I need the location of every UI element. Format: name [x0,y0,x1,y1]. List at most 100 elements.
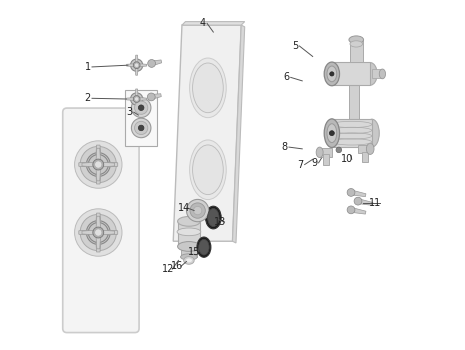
Text: 7: 7 [297,160,304,169]
Text: 4: 4 [200,18,206,28]
Polygon shape [126,64,133,66]
Circle shape [92,158,105,171]
Polygon shape [104,162,118,167]
Circle shape [134,97,139,101]
Circle shape [148,60,155,67]
Ellipse shape [177,228,201,236]
Polygon shape [151,60,162,66]
Circle shape [134,63,139,68]
Polygon shape [82,230,93,235]
Circle shape [131,59,143,71]
Circle shape [193,206,202,215]
Ellipse shape [327,66,337,82]
Polygon shape [173,25,241,241]
Polygon shape [351,208,366,214]
Circle shape [329,131,334,135]
Ellipse shape [365,119,379,147]
Ellipse shape [178,241,200,251]
Ellipse shape [379,69,385,79]
Text: 5: 5 [292,41,299,51]
Text: 8: 8 [282,142,288,152]
Text: 12: 12 [162,264,174,274]
Ellipse shape [324,119,339,147]
Ellipse shape [366,143,374,154]
Circle shape [147,93,155,101]
Circle shape [86,153,110,176]
Polygon shape [135,55,138,62]
Text: 11: 11 [369,198,382,208]
Bar [350,40,363,62]
Text: 6: 6 [284,72,290,82]
Polygon shape [151,94,161,99]
Circle shape [131,93,143,105]
Polygon shape [96,170,101,184]
Polygon shape [140,98,146,100]
Circle shape [132,98,151,118]
Text: 10: 10 [341,154,354,164]
Circle shape [94,228,103,237]
Circle shape [139,125,144,131]
Polygon shape [96,216,100,228]
Polygon shape [103,162,114,167]
Polygon shape [96,145,101,159]
Circle shape [190,203,206,218]
Circle shape [74,141,122,188]
Ellipse shape [197,237,211,257]
Ellipse shape [199,239,209,255]
Circle shape [80,146,116,183]
Polygon shape [140,64,146,66]
Ellipse shape [325,63,339,85]
Ellipse shape [193,63,223,113]
Bar [362,152,368,162]
Text: 15: 15 [188,247,200,257]
Circle shape [88,223,108,243]
Polygon shape [79,162,92,167]
Text: 13: 13 [214,217,226,227]
Bar [323,154,329,164]
Circle shape [92,226,105,239]
Circle shape [134,101,148,114]
Circle shape [347,206,355,214]
Text: 9: 9 [312,158,318,168]
Polygon shape [135,89,138,96]
Circle shape [330,72,334,76]
Polygon shape [79,230,92,235]
Polygon shape [96,148,100,160]
Ellipse shape [325,119,339,147]
Ellipse shape [350,41,363,47]
Bar [181,246,197,257]
Circle shape [94,160,103,169]
Ellipse shape [190,140,226,199]
Ellipse shape [180,254,197,260]
Bar [319,148,332,156]
Text: 14: 14 [178,203,190,213]
Circle shape [133,96,140,102]
Circle shape [336,147,342,153]
Circle shape [95,229,102,236]
Polygon shape [96,239,101,252]
Circle shape [347,189,355,196]
Polygon shape [96,238,100,249]
Ellipse shape [327,124,337,142]
Bar [332,62,370,85]
Ellipse shape [316,147,323,158]
Bar [178,221,200,246]
Polygon shape [358,199,373,205]
Ellipse shape [324,62,339,86]
Ellipse shape [207,209,219,226]
Circle shape [74,209,122,256]
Text: 16: 16 [171,261,183,271]
Polygon shape [135,68,138,75]
Circle shape [95,161,102,168]
Circle shape [93,159,104,170]
Polygon shape [135,102,138,109]
Circle shape [86,220,110,244]
Ellipse shape [186,258,193,263]
Ellipse shape [190,58,226,118]
Polygon shape [126,98,133,100]
Circle shape [93,227,104,238]
FancyBboxPatch shape [63,108,139,332]
Bar [358,145,370,153]
Bar [372,69,382,78]
Ellipse shape [193,145,223,195]
